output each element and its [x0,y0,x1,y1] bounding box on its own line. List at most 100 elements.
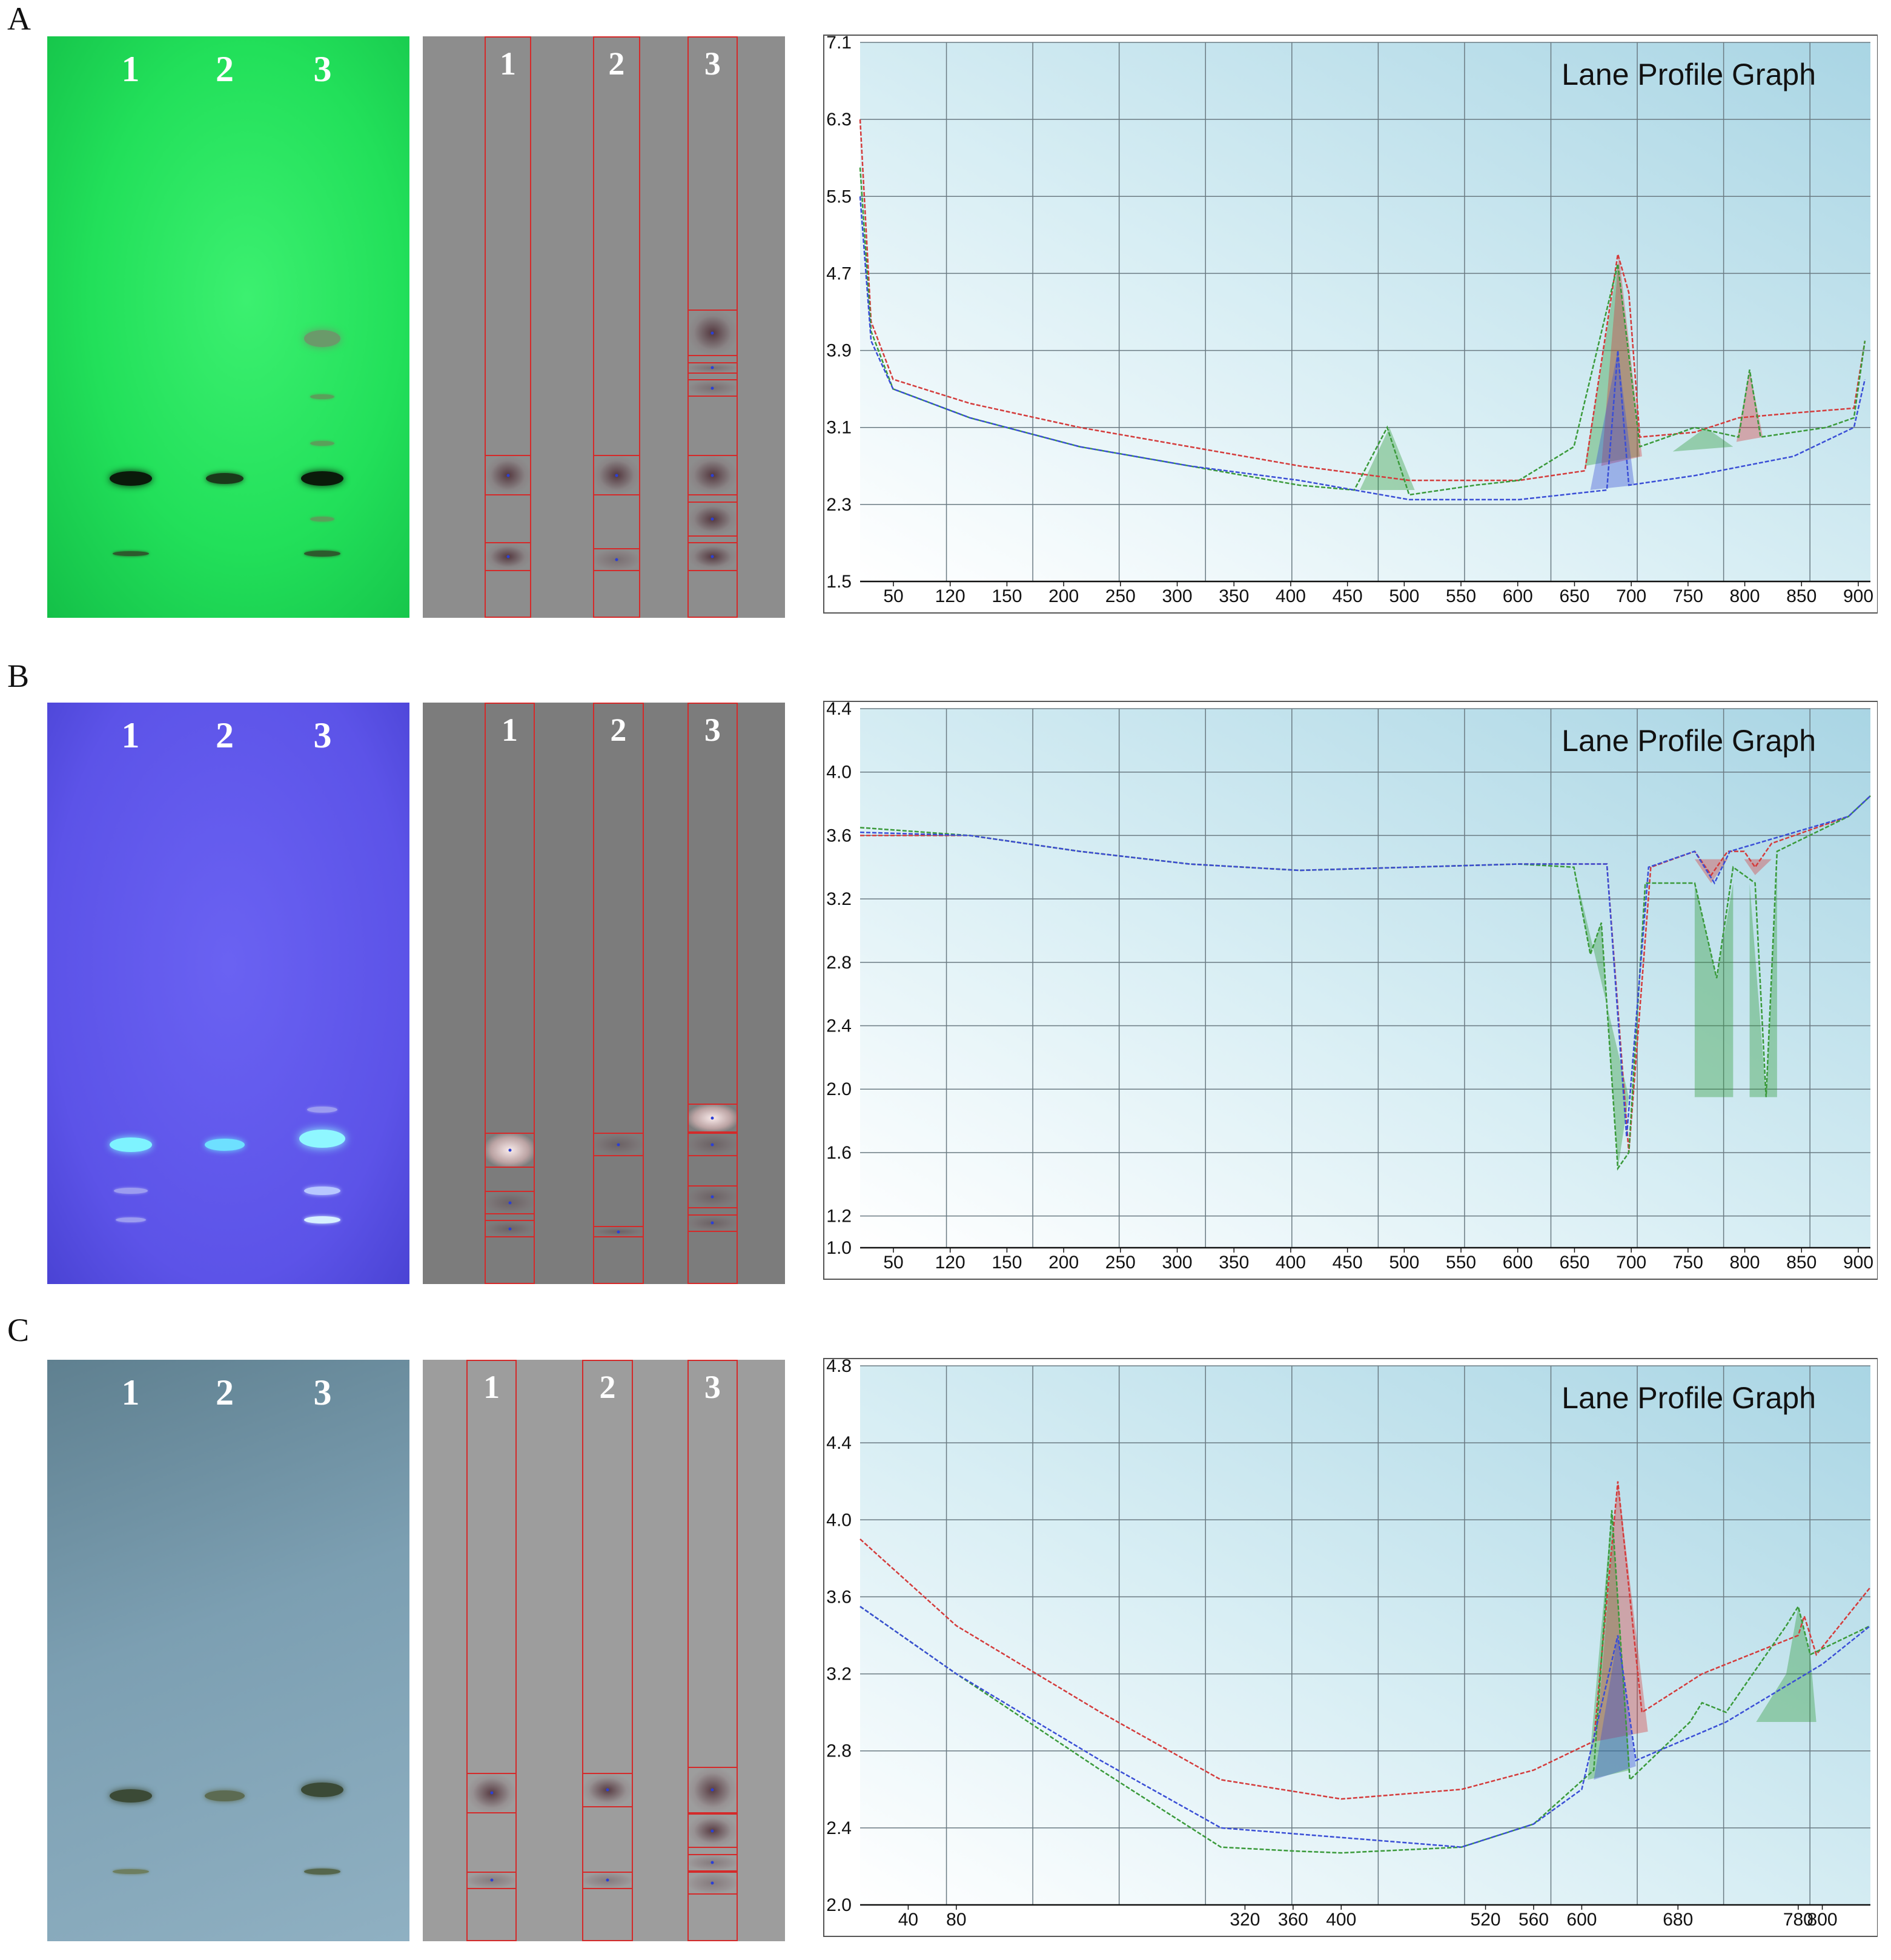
y-tick-label: 7.1 [826,33,852,53]
zone-center-dot [710,1143,714,1147]
x-tick-label: 650 [1559,586,1589,606]
x-tick-label: 120 [935,586,965,606]
lane-number: 1 [121,715,140,755]
band-spot [115,1217,146,1223]
y-tick-label: 2.8 [826,1741,852,1761]
x-tick-label: 50 [883,1253,903,1273]
lane-box [466,1360,517,1941]
gray-lane-number: 2 [608,45,625,82]
y-tick-label: 3.6 [826,826,852,846]
zone-center-dot [710,1788,714,1792]
y-tick-label: 4.8 [826,1356,852,1376]
lane-number: 3 [313,1372,332,1412]
x-tick-label: 600 [1566,1910,1597,1930]
y-tick-label: 4.0 [826,763,852,783]
x-tick-label: 900 [1843,586,1873,606]
band-spot [304,1216,341,1224]
peak-area [1359,427,1415,491]
y-tick-label: 2.4 [826,1016,852,1036]
peak-area [1594,1635,1636,1780]
band-spot [109,471,152,486]
plot-area [860,1366,1870,1905]
gray-lane-number: 2 [599,1369,616,1405]
zone-center-dot [617,1230,620,1234]
y-tick-label: 2.3 [826,495,852,515]
x-tick-label: 450 [1333,1253,1363,1273]
peak-area [1756,1606,1816,1723]
x-tick-label: 850 [1786,1253,1816,1273]
x-tick-label: 200 [1048,586,1079,606]
panel-letter: C [7,1312,30,1348]
lane-box [484,36,532,618]
tlc-plate: 1 2 3 [47,703,409,1284]
y-tick-label: 1.6 [826,1143,852,1163]
zone-center-dot [710,1195,714,1199]
zone-center-dot [606,1878,609,1882]
profile-line [859,1606,1871,1848]
gray-lane-image: 1 2 3 [423,703,785,1284]
peak-area [1585,263,1640,466]
x-tick-label: 800 [1730,586,1760,606]
x-tick-label: 400 [1276,1253,1306,1273]
band-spot [206,472,244,484]
zone-center-dot [710,1881,714,1885]
gray-lane-number: 3 [704,1369,721,1405]
band-spot [304,551,341,557]
band-spot [113,1188,148,1194]
band-spot [109,1789,152,1803]
x-tick-label: 150 [992,586,1022,606]
profile-line [859,1510,1871,1854]
x-tick-label: 500 [1389,1253,1419,1273]
y-tick-label: 3.9 [826,341,852,361]
gray-lane-number: 3 [704,712,721,748]
gray-lane-number: 3 [704,45,721,82]
x-tick-label: 680 [1663,1910,1693,1930]
gray-lane-number: 1 [500,45,517,82]
lane-number: 3 [313,715,332,755]
band-spot [205,1790,245,1801]
zone-center-dot [490,1791,494,1795]
x-tick-label: 600 [1503,1253,1533,1273]
lane-number: 2 [216,49,234,89]
profile-line [859,795,1871,1137]
x-tick-label: 850 [1786,586,1816,606]
x-tick-label: 800 [1807,1910,1838,1930]
x-tick-label: 250 [1105,1253,1136,1273]
gray-lane-number: 1 [502,712,518,748]
peak-area [1574,867,1629,1169]
x-tick-label: 40 [898,1910,918,1930]
x-tick-label: 350 [1219,1253,1249,1273]
x-tick-label: 550 [1446,1253,1476,1273]
band-spot [205,1138,245,1151]
peak-area [1694,882,1734,1098]
tlc-plate: 1 2 3 [47,1360,409,1941]
lane-number: 2 [216,715,234,755]
peak-area [1744,859,1772,875]
band-spot [301,1783,344,1798]
x-tick-label: 700 [1616,586,1646,606]
y-tick-label: 3.2 [826,1664,852,1684]
tlc-plate: 1 2 3 [47,36,409,618]
gray-lane-number: 2 [610,712,627,748]
x-tick-label: 900 [1843,1253,1873,1273]
x-tick-label: 80 [946,1910,966,1930]
panel-letter: A [7,1,31,37]
zone-center-dot [490,1878,494,1882]
graph-title: Lane Profile Graph [1561,58,1816,91]
lane-box [593,703,644,1284]
x-tick-label: 300 [1162,1253,1192,1273]
zone-center-dot [508,1227,512,1231]
band-spot [304,1868,341,1875]
x-tick-label: 350 [1219,586,1249,606]
lane-box [687,703,738,1284]
zone-center-dot [506,474,510,477]
peak-area [1672,427,1734,452]
zone-center-dot [710,331,714,335]
x-tick-label: 600 [1503,586,1533,606]
y-tick-label: 3.1 [826,418,852,438]
lane-number: 2 [216,1372,234,1412]
x-tick-label: 400 [1276,586,1306,606]
zone-center-dot [615,558,618,561]
zone-center-dot [508,1148,512,1152]
y-tick-label: 6.3 [826,110,852,130]
